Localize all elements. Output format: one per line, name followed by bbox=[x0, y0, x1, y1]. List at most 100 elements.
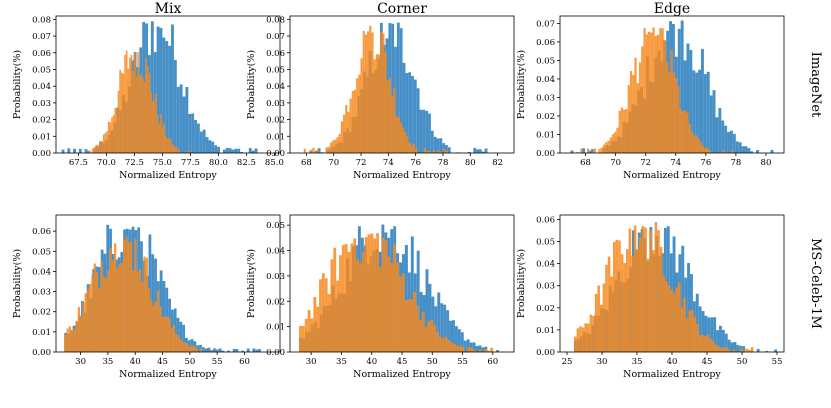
bar bbox=[125, 50, 128, 153]
bar bbox=[727, 131, 730, 153]
bar bbox=[130, 54, 133, 153]
bar bbox=[215, 349, 219, 352]
bar bbox=[84, 149, 88, 153]
bar bbox=[721, 329, 725, 352]
bar bbox=[145, 257, 148, 352]
x-tick-label: 78 bbox=[438, 158, 449, 168]
bar bbox=[647, 31, 651, 153]
bar bbox=[132, 70, 134, 153]
bar bbox=[153, 99, 156, 153]
bar bbox=[695, 72, 699, 153]
bar bbox=[122, 73, 125, 153]
bar bbox=[696, 323, 699, 352]
bar bbox=[451, 320, 455, 352]
bar bbox=[187, 340, 191, 352]
bar bbox=[698, 306, 702, 352]
bar bbox=[597, 285, 600, 352]
bar bbox=[387, 256, 391, 352]
y-tick-label: 0.08 bbox=[266, 15, 285, 25]
bar bbox=[159, 27, 163, 153]
bar bbox=[443, 304, 447, 352]
bar bbox=[427, 321, 431, 352]
bar bbox=[386, 80, 389, 153]
bar bbox=[620, 254, 624, 352]
bar bbox=[176, 86, 180, 153]
bar bbox=[641, 225, 645, 352]
panel-imagenet-corner: 68 70 72 74 76 78 80 82 0.00 0.01 0.02 0.03 0.04 0.05… bbox=[246, 15, 515, 181]
bar bbox=[317, 148, 321, 153]
bar bbox=[600, 147, 603, 153]
bar bbox=[614, 131, 617, 153]
x-tick-label: 50 bbox=[737, 357, 748, 367]
bar bbox=[424, 326, 428, 352]
bar bbox=[124, 54, 126, 153]
bar bbox=[364, 237, 368, 352]
bar bbox=[405, 73, 409, 153]
y-tick-label: 0.03 bbox=[536, 282, 555, 292]
y-axis: 0.00 0.01 0.02 0.03 0.04 0.05 0.06 0.07 0.08 bbox=[266, 15, 290, 159]
bar bbox=[120, 72, 123, 153]
bar bbox=[359, 262, 362, 352]
bar bbox=[602, 144, 606, 153]
bar bbox=[445, 150, 448, 153]
y-tick-label: 0.06 bbox=[32, 227, 51, 237]
bar bbox=[439, 151, 442, 153]
y-tick-label: 0.01 bbox=[266, 132, 285, 142]
x-tick-label: 30 bbox=[306, 357, 317, 367]
bar bbox=[367, 31, 370, 153]
bar bbox=[78, 148, 82, 153]
y-axis: 0.00 0.01 0.02 0.03 0.04 0.05 0.06 bbox=[32, 227, 56, 358]
bar bbox=[663, 39, 666, 153]
bar bbox=[102, 276, 105, 352]
bar bbox=[138, 268, 142, 352]
y-tick-label: 0.01 bbox=[32, 328, 51, 338]
series-orange bbox=[580, 27, 734, 153]
bar bbox=[693, 316, 697, 352]
bar bbox=[654, 35, 657, 153]
bar bbox=[750, 151, 754, 153]
bar bbox=[589, 314, 593, 352]
bar bbox=[683, 297, 686, 352]
bar bbox=[408, 72, 412, 153]
plot-frame bbox=[55, 15, 281, 154]
bar bbox=[632, 74, 635, 153]
bar bbox=[307, 309, 311, 352]
y-tick-label: 0.00 bbox=[266, 348, 285, 358]
y-tick-label: 0.00 bbox=[536, 348, 555, 358]
x-axis: 67.5 70.0 72.5 75.0 77.5 80.0 82.5 85.0 bbox=[69, 153, 284, 168]
bar bbox=[656, 34, 660, 153]
bar bbox=[457, 329, 461, 352]
bar bbox=[214, 145, 218, 153]
bar bbox=[733, 342, 737, 352]
bar bbox=[428, 283, 432, 352]
bar bbox=[200, 348, 203, 352]
bar bbox=[64, 334, 67, 352]
bar bbox=[333, 247, 337, 352]
bar bbox=[61, 149, 65, 153]
bar bbox=[154, 301, 157, 352]
bar bbox=[628, 228, 632, 352]
y-tick-label: 0.07 bbox=[266, 32, 285, 42]
x-tick-label: 82 bbox=[492, 158, 503, 168]
column-title-corner: Corner bbox=[377, 1, 427, 17]
bar bbox=[336, 280, 340, 352]
bar bbox=[415, 148, 418, 153]
x-tick-label: 40 bbox=[366, 357, 377, 367]
y-tick-label: 0.08 bbox=[32, 15, 51, 25]
bar bbox=[191, 113, 195, 153]
bar bbox=[774, 349, 777, 352]
bar bbox=[91, 274, 94, 352]
bar bbox=[95, 272, 99, 352]
bar bbox=[688, 310, 691, 352]
x-tick-label: 80 bbox=[761, 158, 772, 168]
x-axis-label: Normalized Entropy bbox=[119, 170, 217, 181]
bar bbox=[445, 145, 448, 153]
bar bbox=[129, 57, 131, 153]
bar bbox=[724, 125, 728, 153]
bar bbox=[590, 149, 594, 153]
bar bbox=[693, 135, 696, 153]
x-tick-label: 80.0 bbox=[209, 158, 228, 168]
bar bbox=[213, 348, 216, 352]
bar bbox=[416, 88, 420, 153]
bar bbox=[741, 146, 745, 153]
